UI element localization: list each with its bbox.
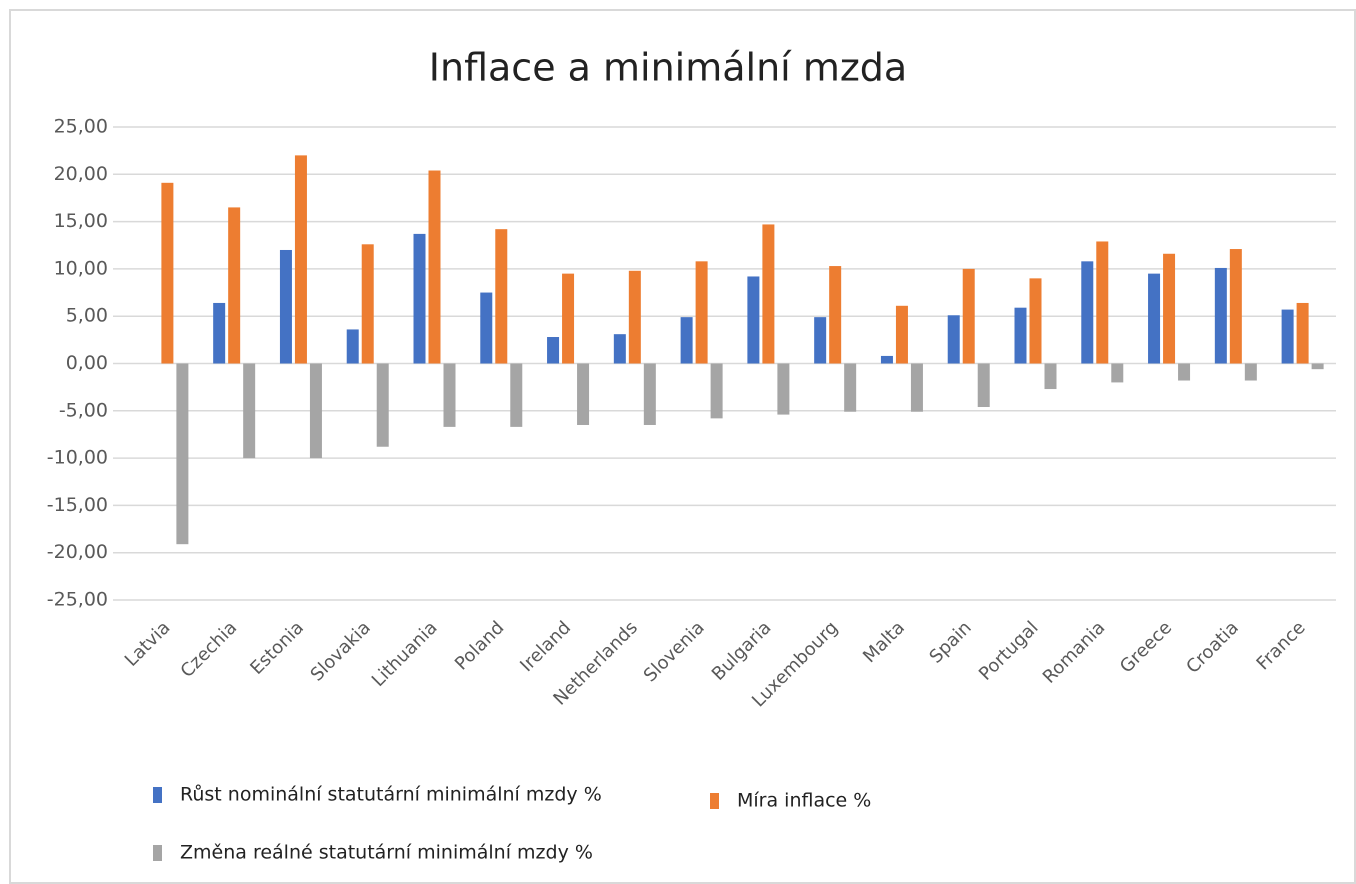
bar [947,315,960,364]
bar [1311,363,1324,370]
chart-title: Inflace a minimální mzda [429,46,907,90]
bar [977,363,990,408]
bar [294,155,307,364]
bar [176,363,189,545]
y-tick-label: 0,00 [66,352,108,374]
bar [1163,253,1176,364]
bar [1096,241,1109,364]
bar [695,261,708,364]
bar [1029,278,1042,364]
bar [361,244,374,364]
y-tick-label: -10,00 [47,447,108,469]
bar [1081,261,1094,364]
bar [962,268,975,364]
y-tick-label: 10,00 [54,257,108,279]
bar [880,355,893,364]
chart-frame [9,9,1356,884]
bar [895,305,908,364]
legend-swatch [710,793,719,809]
bar [762,224,775,364]
bar [495,229,508,364]
bar [910,363,923,412]
bar [376,363,389,447]
y-tick-label: -25,00 [47,589,108,611]
bar [577,363,590,425]
bar [829,266,842,364]
bar [480,292,493,364]
bar [228,207,241,364]
bar [777,363,790,415]
bar [628,270,641,364]
legend-label: Míra inflace % [737,790,871,812]
y-tick-label: -5,00 [59,399,108,421]
bar [562,273,575,364]
y-tick-label: 15,00 [54,210,108,232]
legend-swatch [153,787,162,803]
bar [1178,363,1191,381]
bar [428,170,441,364]
bar [680,317,693,364]
bar [510,363,523,427]
y-tick-label: 25,00 [54,116,108,138]
bar [1111,363,1124,383]
y-tick-label: 5,00 [66,305,108,327]
bar [1296,302,1309,364]
bar [279,249,292,364]
bar [710,363,723,419]
y-tick-label: -20,00 [47,541,108,563]
bar [1229,249,1242,364]
bar [547,337,560,364]
bar [1214,267,1227,364]
bar [747,276,760,364]
bar [1014,307,1027,364]
bar [1281,309,1294,364]
bar [844,363,857,412]
bar [443,363,456,427]
bar [413,233,426,364]
legend-label: Změna reálné statutární minimální mzdy % [180,842,593,864]
legend-swatch [153,845,162,861]
y-tick-label: -15,00 [47,494,108,516]
bar [161,182,174,364]
bar [1244,363,1257,381]
bar [346,329,359,364]
bar [1148,273,1161,364]
legend-label: Růst nominální statutární minimální mzdy… [180,784,602,806]
bar [213,302,226,364]
bar [243,363,256,459]
y-tick-label: 20,00 [54,163,108,185]
bar [309,363,322,459]
bar [814,317,827,364]
bar [643,363,656,425]
bar [613,334,626,364]
bar [1044,363,1057,390]
